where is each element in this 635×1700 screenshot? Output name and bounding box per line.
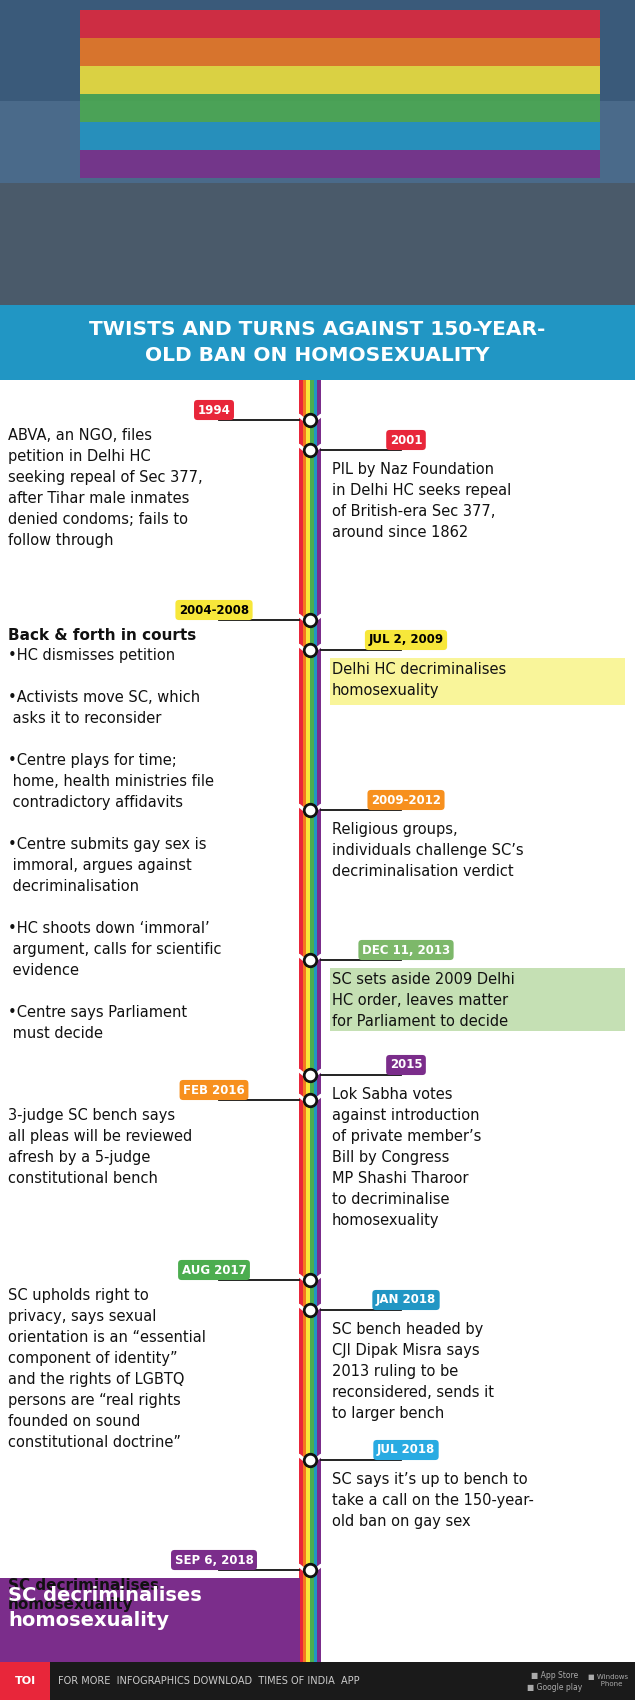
Bar (80, 94, 600, 122)
Text: ■ Windows
   Phone: ■ Windows Phone (588, 1674, 628, 1688)
Text: SC decriminalises
homosexuality: SC decriminalises homosexuality (8, 1578, 159, 1612)
Bar (80, 122, 600, 150)
Text: JUL 2, 2009: JUL 2, 2009 (368, 634, 444, 646)
Bar (318, 381, 321, 1663)
Text: 2009-2012: 2009-2012 (371, 794, 441, 806)
Text: 1994: 1994 (197, 403, 231, 416)
Bar (80, 150, 600, 178)
Text: SC upholds right to
privacy, says sexual
orientation is an “essential
component : SC upholds right to privacy, says sexual… (8, 1289, 206, 1450)
Text: Religious groups,
individuals challenge SC’s
decriminalisation verdict: Religious groups, individuals challenge … (332, 823, 524, 879)
Bar (306, 381, 310, 1663)
Bar (314, 381, 318, 1663)
Text: TOI: TOI (15, 1676, 36, 1686)
Text: •HC dismisses petition

•Activists move SC, which
 asks it to reconsider

•Centr: •HC dismisses petition •Activists move S… (8, 648, 222, 1040)
Bar (0, 1663, 635, 1700)
Bar (0, 304, 635, 381)
Bar (310, 381, 314, 1663)
Text: FOR MORE  INFOGRAPHICS DOWNLOAD  TIMES OF INDIA  APP: FOR MORE INFOGRAPHICS DOWNLOAD TIMES OF … (58, 1676, 359, 1686)
Bar (0, 184, 635, 304)
Text: SC decriminalises
homosexuality: SC decriminalises homosexuality (8, 1586, 202, 1630)
Bar (0, 0, 635, 100)
Bar (0, 202, 635, 304)
Text: ■ App Store: ■ App Store (531, 1671, 578, 1680)
Bar (0, 1663, 50, 1700)
Bar (303, 381, 306, 1663)
Text: JAN 2018: JAN 2018 (376, 1294, 436, 1307)
Text: PIL by Naz Foundation
in Delhi HC seeks repeal
of British-era Sec 377,
around si: PIL by Naz Foundation in Delhi HC seeks … (332, 462, 511, 541)
Text: Back & forth in courts: Back & forth in courts (8, 627, 196, 643)
Text: SC sets aside 2009 Delhi
HC order, leaves matter
for Parliament to decide: SC sets aside 2009 Delhi HC order, leave… (332, 972, 515, 1028)
Text: SC bench headed by
CJI Dipak Misra says
2013 ruling to be
reconsidered, sends it: SC bench headed by CJI Dipak Misra says … (332, 1323, 494, 1421)
Text: ABVA, an NGO, files
petition in Delhi HC
seeking repeal of Sec 377,
after Tihar : ABVA, an NGO, files petition in Delhi HC… (8, 428, 203, 547)
Bar (80, 37, 600, 66)
Bar (330, 658, 625, 704)
Bar (80, 10, 600, 37)
Text: AUG 2017: AUG 2017 (182, 1263, 246, 1277)
Text: TWISTS AND TURNS AGAINST 150-YEAR-
OLD BAN ON HOMOSEXUALITY: TWISTS AND TURNS AGAINST 150-YEAR- OLD B… (89, 320, 545, 366)
Bar (0, 100, 635, 202)
Text: FEB 2016: FEB 2016 (183, 1083, 245, 1096)
Text: Lok Sabha votes
against introduction
of private member’s
Bill by Congress
MP Sha: Lok Sabha votes against introduction of … (332, 1086, 481, 1227)
Text: 2004-2008: 2004-2008 (179, 604, 249, 617)
Bar (80, 66, 600, 94)
Text: SC says it’s up to bench to
take a call on the 150-year-
old ban on gay sex: SC says it’s up to bench to take a call … (332, 1472, 534, 1528)
Text: JUL 2018: JUL 2018 (377, 1443, 435, 1457)
Text: SEP 6, 2018: SEP 6, 2018 (175, 1554, 253, 1566)
Text: 2015: 2015 (390, 1059, 422, 1071)
Text: DEC 11, 2013: DEC 11, 2013 (362, 944, 450, 957)
Bar (330, 967, 625, 1030)
Text: Delhi HC decriminalises
homosexuality: Delhi HC decriminalises homosexuality (332, 661, 506, 699)
Bar (299, 381, 303, 1663)
Text: 2001: 2001 (390, 434, 422, 447)
Bar (0, 1578, 300, 1698)
Text: 3-judge SC bench says
all pleas will be reviewed
afresh by a 5-judge
constitutio: 3-judge SC bench says all pleas will be … (8, 1108, 192, 1187)
Text: ■ Google play: ■ Google play (528, 1683, 583, 1692)
